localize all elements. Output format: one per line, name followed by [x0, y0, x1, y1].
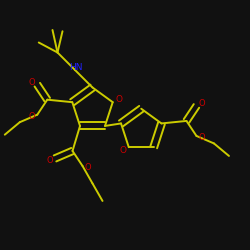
- Text: O: O: [85, 164, 91, 172]
- Text: O: O: [119, 146, 126, 155]
- Text: O: O: [199, 100, 205, 108]
- Text: O: O: [199, 134, 205, 142]
- Text: O: O: [28, 112, 35, 121]
- Text: HN: HN: [70, 62, 83, 72]
- Text: O: O: [28, 78, 35, 87]
- Text: O: O: [116, 95, 122, 104]
- Text: O: O: [46, 156, 53, 165]
